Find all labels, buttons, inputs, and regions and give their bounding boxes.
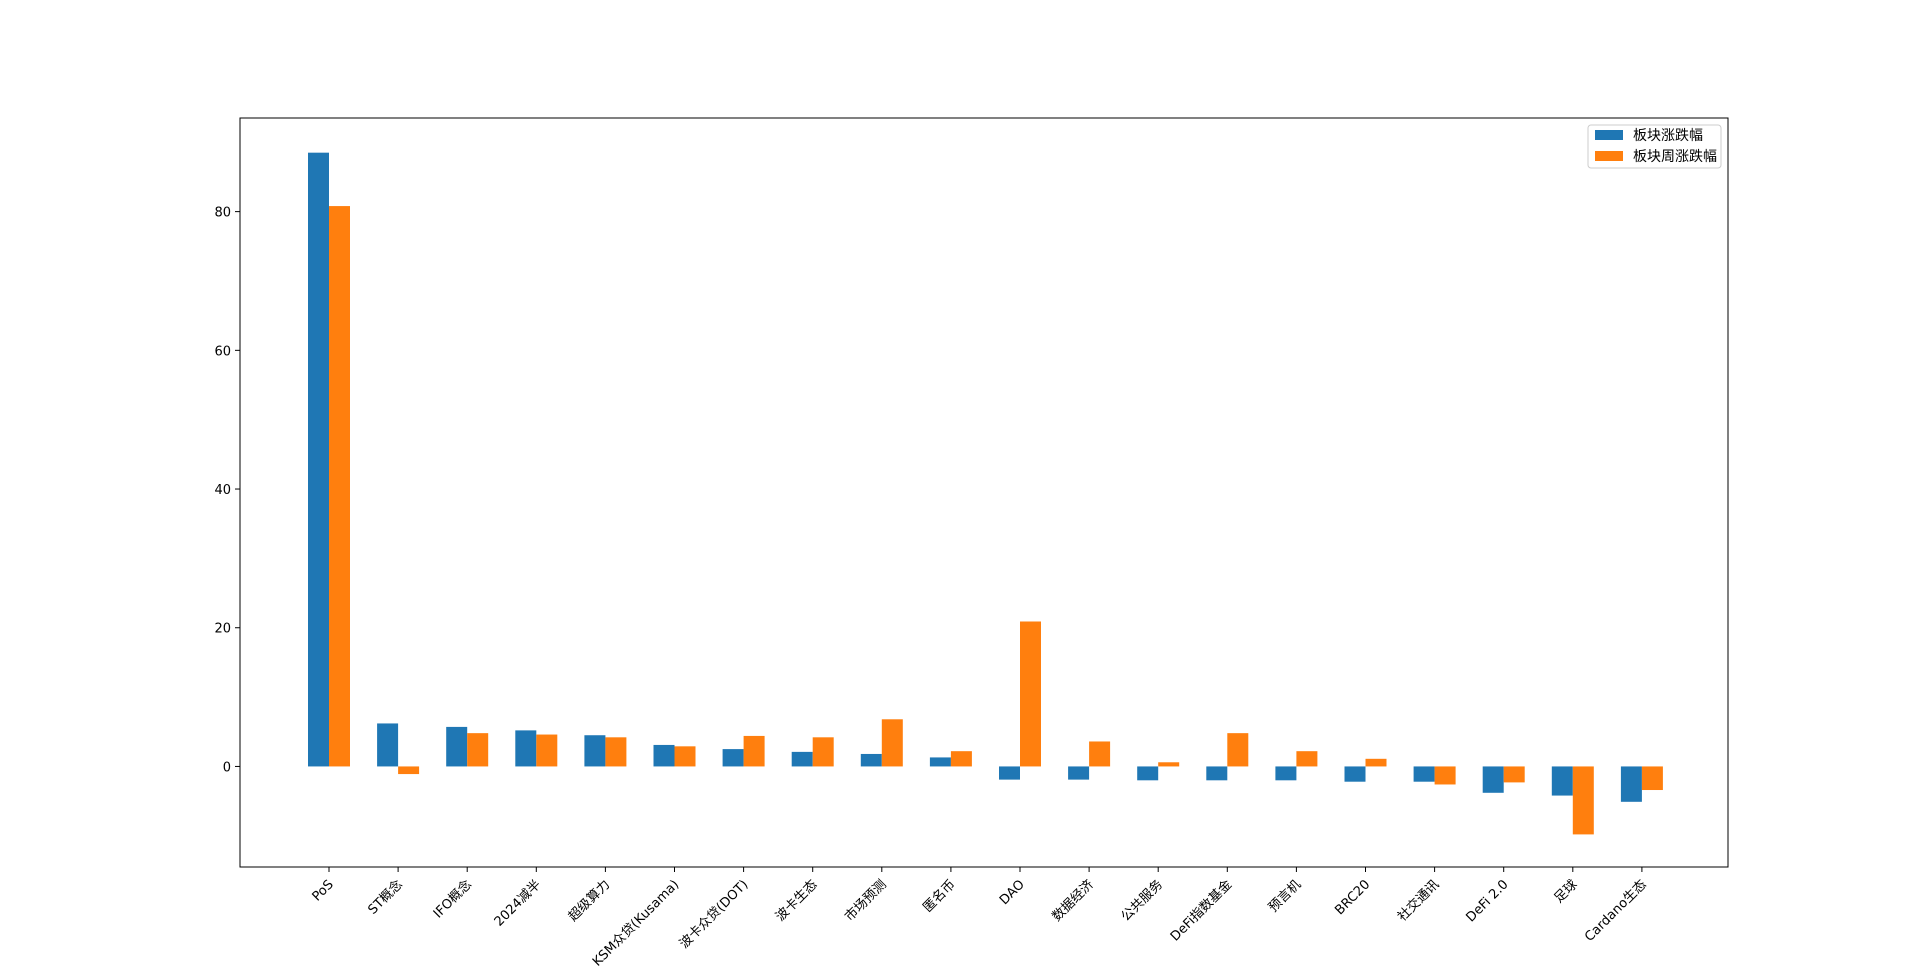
bars-layer [308, 152, 1663, 835]
bar-series-2-13 [1158, 762, 1180, 767]
bar-series-2-8 [812, 737, 834, 767]
legend-swatch-series-1 [1595, 130, 1623, 140]
y-axis-ticks: 0 20 40 60 80 [214, 206, 240, 775]
bar-series-2-7 [743, 735, 765, 767]
bar-series-1-9 [860, 753, 882, 767]
bar-series-1-20 [1620, 766, 1642, 802]
bar-series-1-14 [1206, 766, 1228, 781]
bar-series-1-3 [446, 726, 468, 767]
bar-series-2-6 [674, 746, 696, 767]
bar-series-1-4 [515, 730, 537, 767]
bar-series-1-1 [308, 152, 329, 767]
legend-swatch-series-2 [1595, 151, 1623, 161]
bar-series-2-19 [1572, 766, 1594, 835]
bar-series-2-15 [1296, 751, 1318, 767]
y-tick-label-4: 60 [214, 344, 231, 359]
bar-series-2-2 [398, 766, 420, 775]
bar-series-1-12 [1068, 766, 1090, 780]
bar-series-1-2 [377, 723, 399, 767]
bar-series-2-17 [1434, 766, 1456, 785]
bar-series-2-14 [1227, 733, 1249, 767]
bar-series-1-7 [722, 749, 744, 767]
bar-series-1-16 [1344, 766, 1366, 782]
bar-series-1-17 [1413, 766, 1435, 782]
bar-series-1-15 [1275, 766, 1297, 781]
bar-series-1-13 [1137, 766, 1159, 781]
bar-series-2-5 [605, 737, 627, 767]
bar-series-2-18 [1503, 766, 1525, 783]
bar-series-2-1 [329, 206, 350, 767]
legend-label-series-2: 板块周涨跌幅 [1633, 149, 1717, 165]
legend-label-series-1: 板块涨跌幅 [1633, 128, 1703, 144]
legend: 板块涨跌幅 板块周涨跌幅 [1587, 124, 1722, 169]
plot-frame [239, 117, 1729, 868]
bar-series-2-10 [950, 751, 972, 767]
bar-series-2-20 [1641, 766, 1663, 791]
y-tick-label-2: 20 [214, 622, 231, 637]
y-tick-label-1: 0 [223, 760, 231, 775]
bar-series-2-12 [1089, 741, 1111, 767]
bar-series-2-3 [467, 733, 489, 767]
bar-series-2-9 [881, 719, 903, 767]
bar-series-2-11 [1020, 621, 1041, 767]
bar-series-2-4 [536, 734, 558, 767]
bar-series-1-10 [929, 757, 951, 767]
bar-series-1-18 [1482, 766, 1504, 793]
bar-series-1-5 [584, 735, 606, 767]
bar-series-1-11 [999, 766, 1020, 780]
bar-series-1-19 [1551, 766, 1573, 796]
bar-series-2-16 [1365, 758, 1387, 767]
y-tick-label-5: 80 [214, 206, 231, 221]
bar-series-1-6 [653, 744, 675, 767]
bar-series-1-8 [791, 751, 813, 767]
y-tick-label-3: 40 [214, 483, 231, 498]
